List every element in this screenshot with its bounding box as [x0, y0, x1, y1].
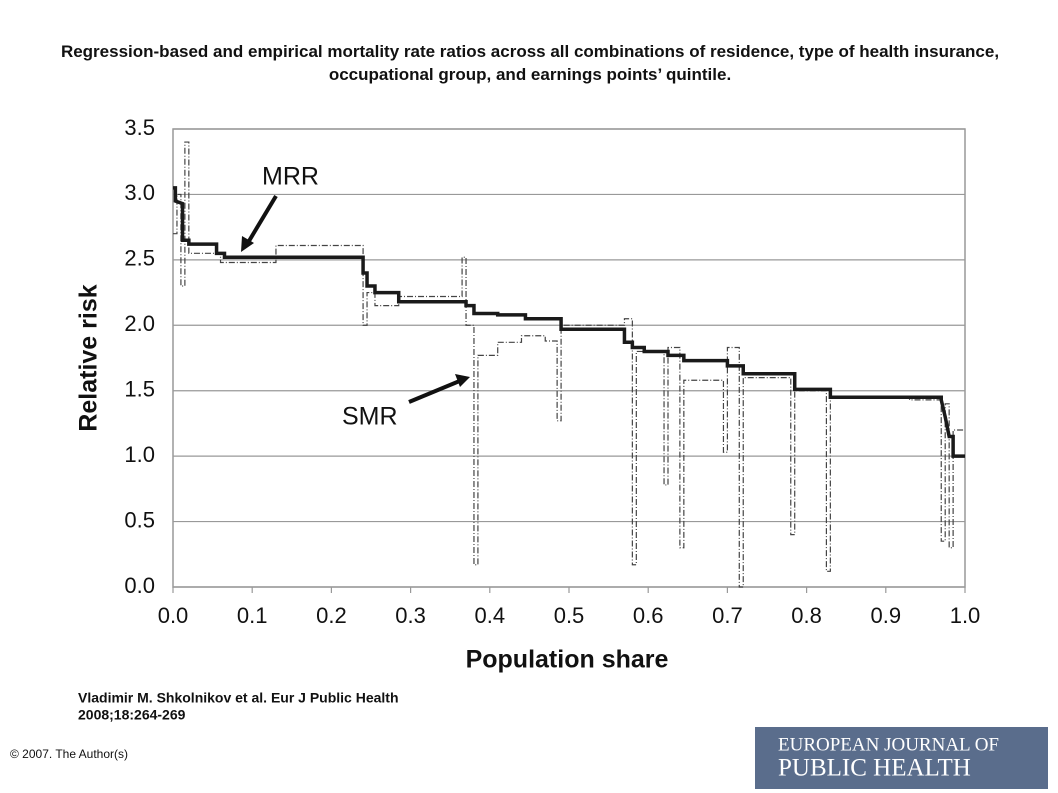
x-tick-label: 0.5: [554, 603, 585, 628]
journal-logo: [755, 727, 1048, 789]
arrowhead: [455, 374, 470, 387]
title-box: Regression-based and empirical mortality…: [60, 42, 1000, 84]
x-tick-label: 0.0: [158, 603, 189, 628]
x-tick-label: 0.2: [316, 603, 347, 628]
series-line: [173, 141, 965, 588]
y-tick-label: 0.5: [124, 507, 155, 532]
series-label: MRR: [262, 163, 319, 191]
series-label: SMR: [342, 403, 398, 431]
x-tick-label: 1.0: [950, 603, 981, 628]
y-tick-label: 2.5: [124, 246, 155, 271]
logo-text: PUBLIC HEALTH: [778, 755, 971, 782]
grid: [173, 128, 965, 588]
plot-frame: [172, 128, 966, 588]
arrow: [244, 194, 278, 248]
y-axis-label: Relative risk: [75, 284, 103, 431]
x-tick-label: 0.7: [712, 603, 743, 628]
y-tick-label: 3.5: [124, 115, 155, 140]
x-tick-label: 0.9: [871, 603, 902, 628]
arrowhead: [241, 236, 254, 252]
y-tick-label: 1.5: [124, 377, 155, 402]
citation: Vladimir M. Shkolnikov et al. Eur J Publ…: [78, 690, 399, 706]
x-tick-label: 0.4: [475, 603, 506, 628]
chart-title: Regression-based and empirical mortality…: [60, 42, 1000, 84]
x-tick-label: 0.1: [237, 603, 268, 628]
x-tick-label: 0.3: [395, 603, 426, 628]
y-tick-label: 2.0: [124, 311, 155, 336]
x-axis-label: Population share: [466, 646, 669, 674]
logo-text: EUROPEAN JOURNAL OF: [778, 734, 999, 755]
lines: [173, 141, 965, 588]
y-tick-label: 3.0: [124, 180, 155, 205]
copyright: © 2007. The Author(s): [10, 747, 128, 761]
series-line: [173, 186, 965, 458]
arrow: [408, 378, 463, 404]
citation: 2008;18:264-269: [78, 707, 186, 723]
y-tick-label: 1.0: [124, 442, 155, 467]
x-tick-label: 0.8: [791, 603, 822, 628]
x-tick-label: 0.6: [633, 603, 664, 628]
y-tick-label: 0.0: [124, 573, 155, 598]
